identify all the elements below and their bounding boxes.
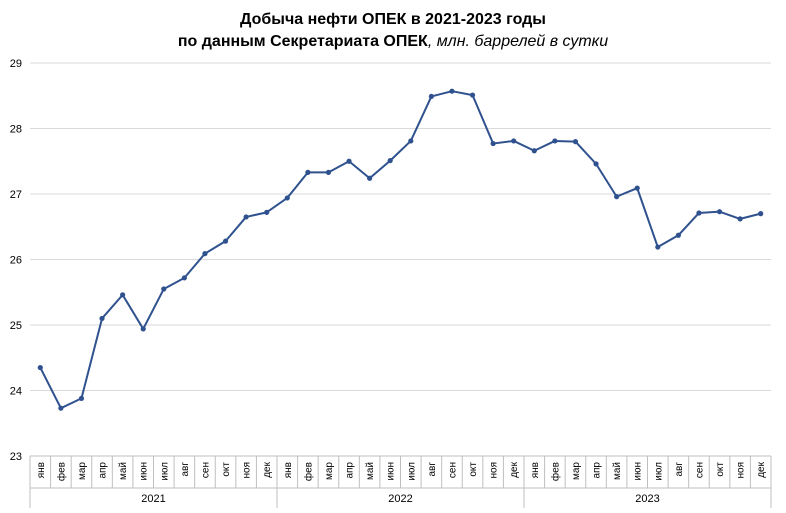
data-point	[408, 138, 414, 144]
x-tick-label-мар: мар	[324, 462, 335, 480]
y-tick-label-25: 25	[10, 320, 22, 332]
data-point	[511, 138, 517, 144]
title-line-1: Добыча нефти ОПЕК в 2021-2023 годы	[240, 11, 546, 28]
x-tick-label-фев: фев	[549, 462, 561, 481]
x-tick-label-ноя: ноя	[489, 462, 500, 479]
x-tick-label-ноя: ноя	[736, 462, 747, 479]
data-point	[655, 244, 661, 250]
chart-title: Добыча нефти ОПЕК в 2021-2023 годы по да…	[0, 9, 786, 53]
data-point	[222, 238, 229, 244]
x-tick-label-окт: окт	[715, 462, 726, 477]
x-tick-label-апр: апр	[592, 462, 603, 479]
data-point	[58, 405, 64, 411]
x-tick-label-сен: сен	[200, 462, 211, 478]
title-line-2-italic: , млн. баррелей в сутки	[427, 33, 609, 50]
data-point	[99, 315, 105, 322]
x-tick-label-дек: дек	[509, 461, 520, 477]
series-line	[39, 90, 761, 410]
data-point	[140, 326, 146, 332]
y-tick-label-27: 27	[10, 189, 22, 201]
x-tick-label-апр: апр	[345, 462, 356, 479]
data-point	[367, 175, 373, 181]
x-tick-label-сен: сен	[447, 462, 458, 478]
y-tick-label-23: 23	[10, 451, 22, 463]
x-tick-label-янв: янв	[36, 462, 47, 478]
x-tick-label-сен: сен	[694, 462, 705, 478]
title-line-2: по данным Секретариата ОПЕК, млн. баррел…	[0, 31, 786, 53]
y-tick-label-29: 29	[10, 58, 22, 70]
data-point	[325, 169, 332, 175]
data-point	[243, 214, 249, 220]
x-tick-label-мар: мар	[571, 462, 582, 480]
x-tick-label-дек: дек	[262, 461, 273, 477]
data-point	[593, 161, 599, 167]
data-point	[531, 148, 537, 154]
y-tick-label-28: 28	[10, 124, 22, 136]
data-point	[264, 209, 270, 215]
data-point	[387, 157, 393, 164]
data-point	[490, 140, 496, 147]
x-tick-label-май: май	[365, 462, 376, 480]
data-point	[572, 139, 579, 145]
x-tick-label-авг: авг	[674, 462, 685, 477]
title-line-2-bold: по данным Секретариата ОПЕК	[177, 33, 428, 50]
data-point	[428, 93, 434, 100]
x-tick-label-мар: мар	[77, 462, 88, 480]
year-label-2023: 2023	[635, 493, 659, 505]
data-point	[161, 286, 167, 292]
x-tick-label-окт: окт	[468, 462, 479, 477]
x-tick-label-авг: авг	[427, 462, 438, 477]
x-tick-label-июн: июн	[633, 462, 644, 481]
year-label-2022: 2022	[388, 493, 412, 505]
data-point	[284, 195, 290, 201]
data-point	[634, 185, 640, 191]
data-point	[758, 211, 764, 217]
x-tick-label-июн: июн	[139, 462, 150, 481]
data-point	[37, 364, 43, 371]
data-point	[696, 210, 702, 216]
x-tick-label-май: май	[612, 462, 623, 480]
x-tick-label-фев: фев	[55, 462, 67, 481]
x-tick-label-июл: июл	[159, 462, 170, 481]
data-point	[120, 292, 126, 298]
x-tick-label-апр: апр	[98, 462, 109, 479]
data-point	[675, 232, 681, 238]
x-tick-label-янв: янв	[530, 462, 541, 478]
data-point	[614, 194, 620, 200]
data-point	[449, 88, 455, 94]
x-tick-label-июн: июн	[386, 462, 397, 481]
x-tick-label-май: май	[118, 462, 129, 480]
x-tick-label-дек: дек	[756, 461, 767, 477]
data-point	[346, 158, 352, 164]
x-tick-label-июл: июл	[653, 462, 664, 481]
data-point	[716, 209, 723, 215]
x-tick-label-ноя: ноя	[242, 462, 253, 479]
x-tick-label-янв: янв	[283, 462, 294, 478]
data-point	[202, 251, 208, 257]
x-tick-label-окт: окт	[221, 462, 232, 477]
year-label-2021: 2021	[141, 493, 165, 505]
data-point	[469, 92, 476, 98]
x-tick-label-фев: фев	[302, 462, 314, 481]
data-point	[552, 138, 558, 144]
data-point	[78, 395, 85, 401]
data-point	[737, 216, 743, 222]
x-tick-label-авг: авг	[180, 462, 191, 477]
data-point	[305, 169, 311, 175]
x-tick-label-июл: июл	[406, 462, 417, 481]
y-tick-label-24: 24	[10, 386, 22, 398]
data-point	[181, 275, 187, 281]
y-tick-label-26: 26	[10, 255, 22, 267]
